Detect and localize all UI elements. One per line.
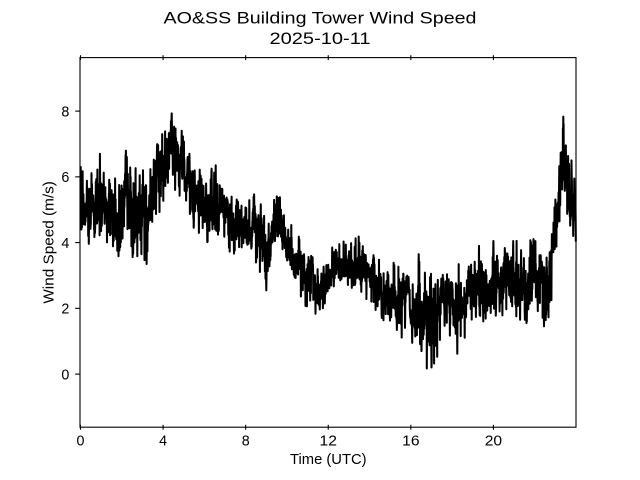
svg-text:0: 0	[61, 367, 69, 383]
svg-text:2: 2	[61, 302, 69, 318]
svg-text:8: 8	[242, 433, 250, 449]
svg-text:Wind Speed (m/s): Wind Speed (m/s)	[42, 181, 58, 304]
svg-text:20: 20	[485, 433, 502, 449]
svg-text:16: 16	[402, 433, 419, 449]
svg-text:4: 4	[61, 236, 69, 252]
svg-text:8: 8	[61, 104, 69, 120]
svg-text:12: 12	[320, 433, 337, 449]
svg-text:Time (UTC): Time (UTC)	[290, 452, 367, 468]
svg-text:AO&SS Building Tower Wind Spee: AO&SS Building Tower Wind Speed	[164, 9, 477, 28]
svg-text:0: 0	[77, 433, 85, 449]
svg-text:2025-10-11: 2025-10-11	[270, 29, 371, 48]
svg-text:6: 6	[61, 170, 69, 186]
svg-text:4: 4	[159, 433, 167, 449]
